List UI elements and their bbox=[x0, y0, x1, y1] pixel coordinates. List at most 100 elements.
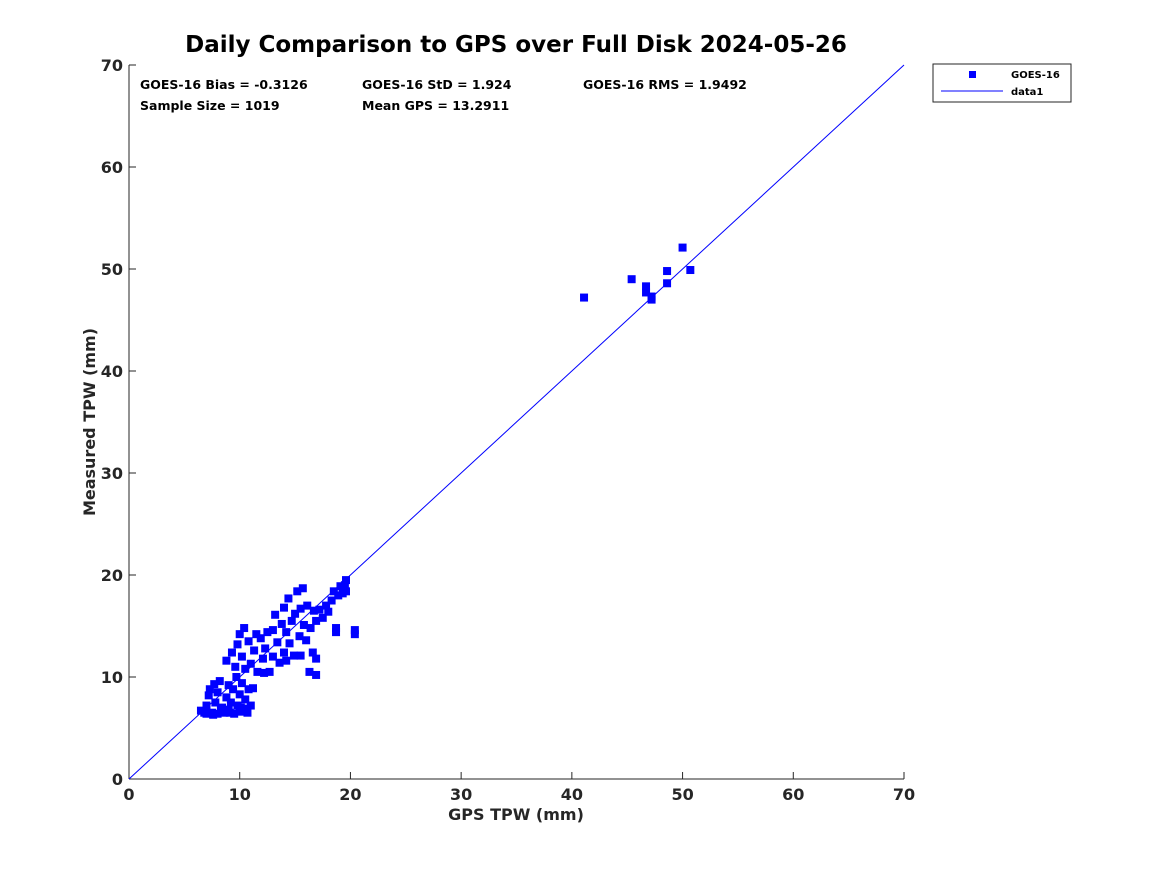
data-point bbox=[298, 584, 307, 593]
data-point bbox=[342, 576, 350, 585]
data-point bbox=[302, 636, 311, 645]
data-point bbox=[261, 644, 270, 653]
data-point bbox=[332, 624, 341, 633]
data-point bbox=[215, 677, 224, 686]
data-point bbox=[295, 632, 304, 641]
data-point bbox=[336, 582, 345, 591]
x-tick-label: 10 bbox=[229, 785, 251, 804]
data-point bbox=[222, 693, 231, 702]
stat-sample-size: Sample Size = 1019 bbox=[140, 98, 280, 113]
data-point bbox=[303, 601, 312, 610]
data-point bbox=[273, 638, 282, 647]
data-point bbox=[240, 624, 249, 633]
y-tick-label: 10 bbox=[101, 668, 123, 687]
stat-std: GOES-16 StD = 1.924 bbox=[362, 77, 512, 92]
data-point bbox=[296, 651, 305, 660]
data-point bbox=[213, 709, 222, 718]
y-axis-label: Measured TPW (mm) bbox=[80, 328, 99, 516]
data-point bbox=[309, 606, 318, 615]
legend-marker-goes16 bbox=[969, 71, 976, 78]
x-tick-label: 40 bbox=[561, 785, 583, 804]
data-point bbox=[249, 684, 257, 693]
y-tick-label: 30 bbox=[101, 464, 123, 483]
data-point bbox=[213, 688, 222, 697]
data-point bbox=[224, 681, 233, 690]
legend-label-goes16: GOES-16 bbox=[1011, 70, 1060, 81]
data-point bbox=[250, 646, 259, 655]
data-point bbox=[282, 628, 291, 637]
y-tick-label: 40 bbox=[101, 362, 123, 381]
data-point bbox=[340, 581, 349, 590]
data-point bbox=[263, 628, 272, 637]
data-point bbox=[268, 626, 277, 635]
data-point bbox=[236, 703, 245, 712]
data-point bbox=[275, 658, 284, 667]
data-point bbox=[332, 628, 341, 637]
data-point bbox=[291, 609, 300, 618]
legend-box bbox=[932, 63, 1072, 103]
data-point bbox=[280, 603, 288, 612]
data-point bbox=[308, 648, 317, 657]
data-point bbox=[312, 654, 321, 663]
data-point bbox=[235, 707, 244, 716]
data-point bbox=[285, 639, 294, 648]
data-point bbox=[268, 652, 277, 661]
data-point bbox=[334, 591, 343, 600]
data-point bbox=[235, 690, 244, 699]
data-point bbox=[350, 630, 359, 639]
data-point bbox=[205, 685, 214, 694]
data-point bbox=[327, 596, 336, 605]
data-point bbox=[324, 607, 333, 616]
data-point bbox=[647, 292, 656, 301]
y-tick-label: 70 bbox=[101, 56, 123, 75]
data-point bbox=[299, 620, 308, 629]
data-point bbox=[350, 626, 359, 635]
data-point bbox=[260, 668, 269, 677]
data-point bbox=[663, 279, 672, 288]
data-point bbox=[686, 266, 695, 275]
data-point bbox=[284, 594, 293, 603]
y-tick-label: 20 bbox=[101, 566, 123, 585]
data-point bbox=[237, 679, 246, 688]
data-point bbox=[322, 601, 331, 610]
legend: GOES-16 data1 bbox=[932, 63, 1072, 103]
data-point bbox=[209, 710, 218, 719]
data-point bbox=[642, 288, 651, 297]
y-tick-label: 0 bbox=[112, 770, 123, 789]
data-point bbox=[580, 293, 589, 302]
data-point bbox=[296, 604, 305, 613]
data-point bbox=[329, 587, 338, 596]
one-to-one-line bbox=[128, 64, 905, 780]
data-point bbox=[627, 275, 636, 284]
data-point bbox=[244, 685, 253, 694]
data-point bbox=[246, 701, 255, 710]
data-point bbox=[642, 282, 651, 291]
data-point bbox=[227, 648, 236, 657]
data-point bbox=[231, 662, 240, 671]
data-point bbox=[289, 651, 298, 660]
data-point bbox=[663, 267, 672, 276]
data-point bbox=[312, 670, 321, 679]
data-point bbox=[678, 243, 687, 252]
data-point bbox=[235, 630, 244, 639]
y-tick-label: 50 bbox=[101, 260, 123, 279]
data-point bbox=[256, 634, 265, 643]
x-tick-label: 60 bbox=[782, 785, 804, 804]
stat-rms: GOES-16 RMS = 1.9492 bbox=[583, 77, 747, 92]
data-point bbox=[241, 695, 250, 704]
stat-mean-gps: Mean GPS = 13.2911 bbox=[362, 98, 509, 113]
chart-title: Daily Comparison to GPS over Full Disk 2… bbox=[185, 32, 847, 58]
data-point bbox=[252, 630, 261, 639]
data-point bbox=[222, 656, 231, 665]
data-point bbox=[306, 624, 315, 633]
data-point bbox=[305, 667, 314, 676]
data-point bbox=[232, 673, 241, 681]
data-point bbox=[216, 705, 225, 714]
data-point bbox=[265, 667, 274, 676]
data-point bbox=[258, 654, 267, 663]
data-point bbox=[315, 605, 324, 614]
data-point bbox=[233, 640, 242, 649]
data-point bbox=[237, 652, 246, 661]
data-point bbox=[287, 616, 296, 625]
